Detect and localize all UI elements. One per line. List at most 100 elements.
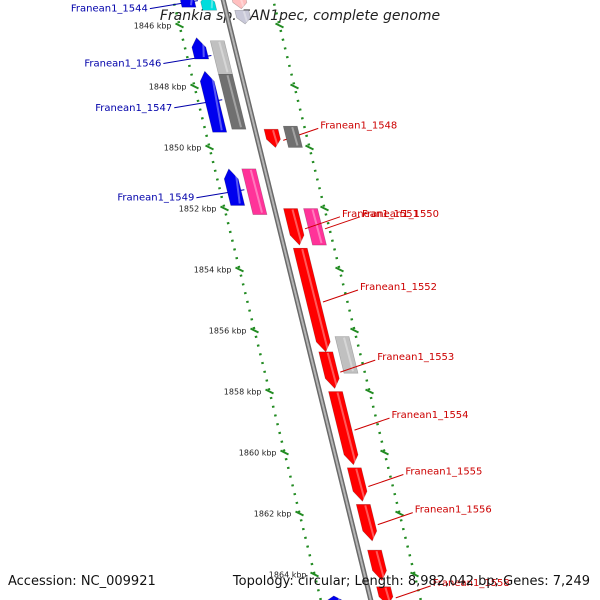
- gene-franean1-1544: [200, 0, 218, 11]
- gene-franean1-1553: [318, 351, 340, 389]
- gene-label-leader: [395, 585, 431, 599]
- kbp-tick-label: 1852 kbp: [179, 205, 217, 214]
- kbp-tick-right: [320, 205, 329, 212]
- kbp-tick-label: 1862 kbp: [254, 510, 292, 519]
- gene-shading: [190, 0, 193, 6]
- gene-feature: [223, 168, 246, 206]
- gene-label: Franean1_1558: [433, 578, 510, 589]
- genome-summary-text: Topology: circular; Length: 8,982,042 bp…: [232, 574, 590, 589]
- gene-shading: [291, 126, 299, 146]
- kbp-tick-label: 1858 kbp: [224, 388, 262, 397]
- kbp-tick-label: 1860 kbp: [239, 449, 277, 458]
- gene-label: Franean1_1544: [71, 4, 148, 15]
- gene-shading: [210, 72, 223, 131]
- gene-feature: [334, 336, 359, 374]
- gene-shading: [249, 169, 263, 213]
- kbp-tick-right: [395, 510, 404, 517]
- gene-shading: [336, 392, 357, 463]
- kbp-tick-left: [175, 22, 184, 29]
- kbp-tick-label: 1848 kbp: [149, 83, 187, 92]
- kbp-tick-right: [305, 144, 314, 151]
- gene-franean1-1555: [346, 467, 368, 502]
- kbp-tick-label: 1864 kbp: [269, 571, 307, 580]
- gene-feature: [191, 37, 210, 60]
- gene-shading: [291, 209, 303, 244]
- gene-label: Franean1_1552: [360, 282, 437, 293]
- gene-label-leader: [324, 216, 361, 230]
- kbp-tick-label: 1850 kbp: [164, 144, 202, 153]
- kbp-tick-left: [235, 266, 244, 273]
- gene-shading: [343, 337, 354, 372]
- gene-shading: [311, 209, 323, 244]
- kbp-tick-left: [190, 83, 199, 90]
- gene-label: Franean1_1556: [415, 505, 492, 516]
- gene-label: Franean1_1550: [362, 209, 439, 220]
- kbp-tick-left: [280, 449, 289, 456]
- kbp-tick-left: [220, 205, 229, 212]
- gene-shading: [202, 38, 205, 58]
- gene-franean1-1550: [303, 208, 327, 246]
- kbp-tick-right: [275, 22, 284, 29]
- gene-feature: [367, 549, 387, 582]
- kbp-tick-right: [350, 327, 359, 334]
- gene-feature: [282, 125, 303, 148]
- left-track-grid: [171, 0, 323, 600]
- gene-shading: [301, 248, 329, 351]
- gene-shading: [272, 129, 279, 146]
- kbp-tick-right: [365, 388, 374, 395]
- kbp-tick-right: [410, 571, 419, 578]
- gene-shading: [240, 0, 245, 8]
- gene-label: Franean1_1554: [392, 410, 469, 421]
- gene-label: Franean1_1553: [377, 352, 454, 363]
- gene-feature: [199, 70, 228, 133]
- gene-label-leader: [322, 289, 359, 303]
- gene-franean1-1548: [263, 128, 281, 148]
- kbp-tick-right: [380, 449, 389, 456]
- kbp-tick-left: [295, 510, 304, 517]
- gene-shading: [218, 41, 229, 73]
- gene-franean1-1554: [328, 391, 359, 466]
- gene-shading: [326, 352, 338, 387]
- gene-label-leader: [304, 216, 341, 230]
- right-track-grid: [271, 0, 423, 600]
- gene-shading: [384, 587, 391, 600]
- gene-franean1-1556: [355, 504, 378, 542]
- kbp-tick-right: [290, 83, 299, 90]
- gene-label-leader: [354, 417, 390, 431]
- gene-label: Franean1_1548: [320, 120, 397, 131]
- gene-feature: [327, 595, 343, 600]
- gene-shading: [210, 0, 214, 9]
- gene-shading: [355, 468, 366, 500]
- gene-franean1-1551: [283, 208, 305, 246]
- gene-label: Franean1_1546: [84, 59, 161, 70]
- gene-feature: [180, 0, 197, 8]
- kbp-tick-label: 1854 kbp: [194, 266, 232, 275]
- kbp-tick-right: [335, 266, 344, 273]
- kbp-tick-left: [205, 144, 214, 151]
- gene-shading: [234, 169, 241, 204]
- gene-label-leader: [377, 512, 413, 526]
- kbp-tick-label: 1846 kbp: [134, 22, 172, 31]
- gene-shading: [375, 550, 385, 579]
- kbp-tick-label: 1856 kbp: [209, 327, 247, 336]
- kbp-tick-left: [310, 571, 319, 578]
- gene-shading: [242, 10, 249, 23]
- gene-shading: [226, 75, 242, 128]
- gene-label-leader: [368, 474, 404, 487]
- gene-label: Franean1_1549: [117, 193, 194, 204]
- gene-franean1-1549: [241, 168, 268, 215]
- accession-text: Accession: NC_009921: [8, 574, 156, 589]
- gene-label: Franean1_1551: [342, 209, 419, 220]
- backbone-highlight: [222, 0, 372, 600]
- gene-franean1-1546: [209, 40, 233, 75]
- gene-feature: [231, 0, 248, 10]
- gene-feature: [234, 9, 251, 25]
- gene-shading: [364, 505, 376, 540]
- gene-label: Franean1_1555: [405, 467, 482, 478]
- gene-franean1-1552: [292, 247, 331, 353]
- gene-label: Franean1_1547: [95, 103, 172, 114]
- gene-label-leader: [340, 359, 376, 373]
- gene-franean1-1558: [376, 586, 394, 600]
- kbp-tick-left: [265, 388, 274, 395]
